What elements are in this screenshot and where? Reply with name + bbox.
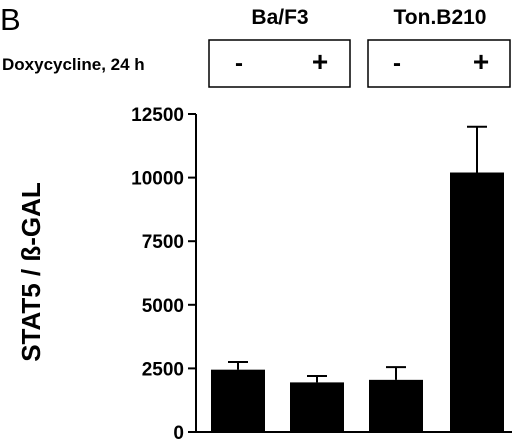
y-tick-label: 10000: [131, 169, 184, 190]
group-label-baf3: Ba/F3: [251, 6, 308, 29]
y-axis-title: STAT5 / ß-GAL: [16, 182, 46, 362]
group-label-tonb210: Ton.B210: [394, 6, 487, 29]
condition-sign-baf3-minus: -: [235, 50, 243, 77]
treatment-label: Doxycycline, 24 h: [2, 55, 145, 74]
bar: [369, 379, 423, 432]
group-bracket-tonb210: [367, 39, 511, 88]
y-tick-label: 2500: [142, 359, 184, 380]
y-tick-label: 5000: [142, 296, 184, 317]
bar: [211, 369, 265, 432]
y-tick-label: 7500: [142, 232, 184, 253]
bar: [290, 382, 344, 432]
bar: [450, 172, 504, 432]
condition-sign-tonb210-minus: -: [393, 50, 401, 77]
group-bracket-baf3: [208, 39, 351, 88]
panel-label: B: [0, 2, 21, 37]
y-ticks: 0 2500 5000 7500 10000 12500: [131, 105, 196, 444]
condition-sign-tonb210-plus: +: [473, 46, 489, 77]
y-tick-label: 0: [173, 423, 184, 442]
y-tick-label: 12500: [131, 105, 184, 126]
condition-sign-baf3-plus: +: [312, 46, 328, 77]
bars: [211, 125, 504, 432]
